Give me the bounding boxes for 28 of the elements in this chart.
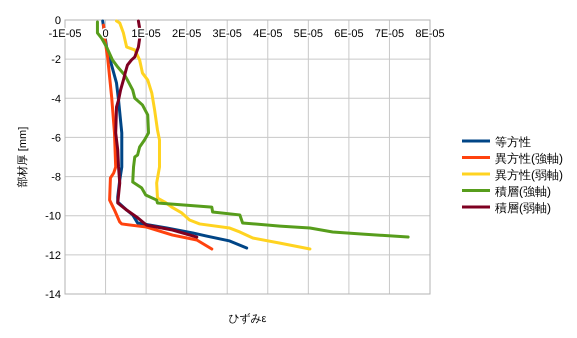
y-tick-label: -10 bbox=[45, 210, 61, 223]
y-tick-label: -2 bbox=[51, 54, 61, 66]
y-axis-title: 部材厚 [mm] bbox=[16, 126, 29, 188]
legend-label: 積層(強軸) bbox=[495, 184, 551, 198]
x-tick-label: 2E-05 bbox=[172, 28, 202, 40]
y-tick-label: -4 bbox=[51, 93, 61, 106]
y-tick-label: -8 bbox=[51, 172, 61, 184]
legend-item: 異方性(強軸) bbox=[462, 152, 563, 166]
x-tick-label: 7E-05 bbox=[374, 28, 404, 40]
x-tick-label: 5E-05 bbox=[294, 28, 324, 40]
x-tick-label: 8E-05 bbox=[415, 28, 445, 40]
x-tick-label: 6E-05 bbox=[334, 28, 364, 40]
y-tick-label: -6 bbox=[51, 132, 61, 144]
x-axis-title: ひずみε bbox=[228, 312, 267, 325]
y-tick-label: 0 bbox=[54, 15, 61, 27]
legend-label: 異方性(強軸) bbox=[495, 152, 563, 166]
y-tick-label: -14 bbox=[45, 289, 61, 301]
x-tick-label: -1E-05 bbox=[48, 28, 82, 40]
y-tick-label: -12 bbox=[45, 250, 61, 262]
legend-item: 異方性(弱軸) bbox=[462, 168, 563, 182]
legend-item: 等方性 bbox=[462, 135, 531, 149]
x-tick-label: 3E-05 bbox=[212, 28, 242, 40]
legend-item: 積層(強軸) bbox=[462, 184, 551, 198]
legend-item: 積層(弱軸) bbox=[462, 201, 551, 215]
x-tick-label: 4E-05 bbox=[253, 28, 282, 40]
legend-label: 積層(弱軸) bbox=[495, 201, 551, 215]
legend-label: 等方性 bbox=[495, 135, 531, 149]
legend-label: 異方性(弱軸) bbox=[495, 168, 563, 182]
